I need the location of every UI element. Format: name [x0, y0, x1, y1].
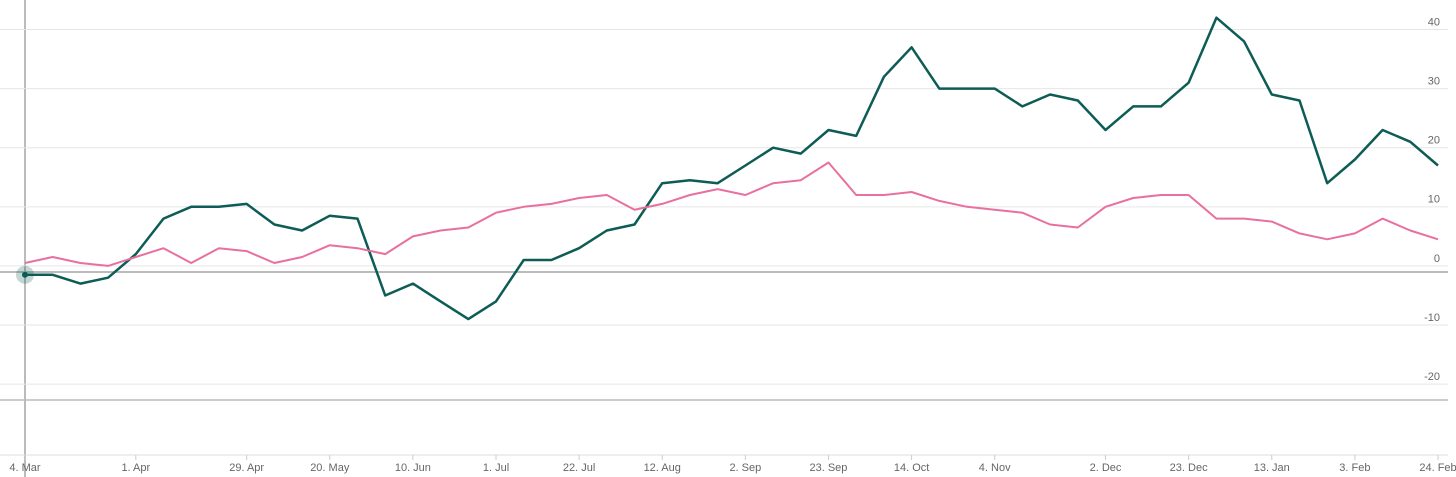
x-tick-label: 23. Sep [810, 462, 848, 474]
x-tick-label: 2. Dec [1090, 462, 1122, 474]
x-tick-label: 24. Feb [1419, 462, 1456, 474]
series-line [24, 161, 1439, 267]
x-tick-label: 1. Apr [121, 462, 150, 474]
x-tick-label: 3. Feb [1339, 462, 1370, 474]
x-tick-label: 20. May [310, 462, 350, 474]
x-tick-label: 12. Aug [644, 462, 681, 474]
y-tick-label: 10 [1428, 194, 1440, 206]
x-tick-label: 4. Mar [9, 462, 41, 474]
x-tick-label: 4. Nov [979, 462, 1011, 474]
hover-marker [22, 271, 28, 278]
x-tick-label: 14. Oct [894, 462, 929, 474]
x-tick-label: 10. Jun [395, 462, 431, 474]
y-tick-label: 30 [1428, 76, 1440, 88]
x-tick-label: 1. Jul [483, 462, 509, 474]
y-tick-label: -20 [1424, 371, 1440, 383]
x-tick-label: 29. Apr [229, 462, 264, 474]
x-tick-label: 22. Jul [563, 462, 595, 474]
y-tick-label: 0 [1434, 253, 1440, 265]
x-tick-label: 2. Sep [729, 462, 761, 474]
series-line [25, 16, 1439, 321]
y-tick-label: -10 [1424, 312, 1440, 324]
y-tick-label: 20 [1428, 135, 1440, 147]
x-tick-label: 13. Jan [1254, 462, 1290, 474]
x-tick-label: 23. Dec [1170, 462, 1208, 474]
y-tick-label: 40 [1428, 16, 1440, 28]
